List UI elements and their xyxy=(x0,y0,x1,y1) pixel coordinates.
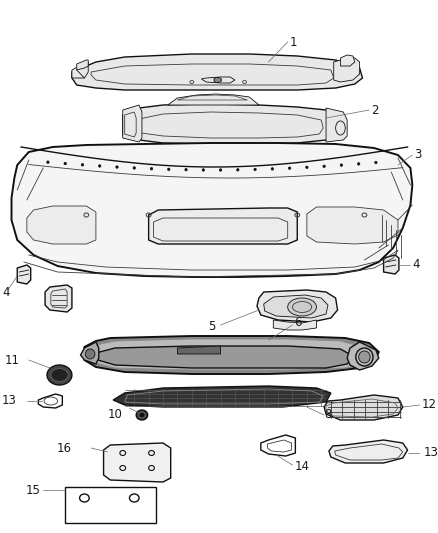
Ellipse shape xyxy=(306,166,308,168)
Polygon shape xyxy=(96,346,353,368)
Bar xyxy=(65,487,156,523)
Ellipse shape xyxy=(136,410,148,420)
Ellipse shape xyxy=(51,368,68,382)
Polygon shape xyxy=(72,62,88,78)
Polygon shape xyxy=(45,285,72,312)
Polygon shape xyxy=(113,386,331,407)
Ellipse shape xyxy=(64,162,67,165)
Ellipse shape xyxy=(150,167,153,170)
Ellipse shape xyxy=(133,167,135,169)
Polygon shape xyxy=(347,342,379,370)
Polygon shape xyxy=(148,208,297,244)
Ellipse shape xyxy=(116,166,118,168)
Polygon shape xyxy=(334,58,360,82)
Polygon shape xyxy=(329,440,407,463)
Text: 10: 10 xyxy=(107,408,122,422)
Polygon shape xyxy=(177,346,221,354)
Ellipse shape xyxy=(202,169,205,171)
Polygon shape xyxy=(273,320,317,330)
Polygon shape xyxy=(81,342,99,364)
Ellipse shape xyxy=(323,165,325,167)
Polygon shape xyxy=(77,60,88,70)
Ellipse shape xyxy=(47,161,49,164)
Ellipse shape xyxy=(219,169,222,171)
Ellipse shape xyxy=(47,365,72,385)
Polygon shape xyxy=(340,55,355,66)
Text: 15: 15 xyxy=(25,483,40,497)
Ellipse shape xyxy=(357,163,360,165)
Text: 8: 8 xyxy=(324,408,332,422)
Polygon shape xyxy=(123,104,343,144)
Polygon shape xyxy=(324,395,403,420)
Polygon shape xyxy=(257,290,338,322)
Polygon shape xyxy=(168,94,259,105)
Text: 4: 4 xyxy=(2,286,10,298)
Polygon shape xyxy=(123,105,142,142)
Ellipse shape xyxy=(168,168,170,171)
Polygon shape xyxy=(86,339,369,370)
Ellipse shape xyxy=(359,351,370,363)
Ellipse shape xyxy=(237,168,239,171)
Text: 2: 2 xyxy=(371,103,378,117)
Ellipse shape xyxy=(271,168,274,170)
Text: 5: 5 xyxy=(208,319,216,333)
Polygon shape xyxy=(326,108,347,142)
Text: 16: 16 xyxy=(57,441,72,455)
Text: 14: 14 xyxy=(294,461,309,473)
Ellipse shape xyxy=(340,164,343,166)
Text: 12: 12 xyxy=(422,399,437,411)
Text: 3: 3 xyxy=(414,149,422,161)
Text: 4: 4 xyxy=(412,259,420,271)
Polygon shape xyxy=(384,255,399,274)
Polygon shape xyxy=(201,77,235,83)
Polygon shape xyxy=(27,206,96,244)
Text: 13: 13 xyxy=(2,394,17,408)
Ellipse shape xyxy=(185,168,187,171)
Ellipse shape xyxy=(85,349,95,359)
Ellipse shape xyxy=(336,121,345,135)
Ellipse shape xyxy=(254,168,256,171)
Text: 13: 13 xyxy=(424,447,438,459)
Text: 11: 11 xyxy=(5,353,20,367)
Polygon shape xyxy=(264,295,328,318)
Ellipse shape xyxy=(81,164,84,166)
Text: 6: 6 xyxy=(294,317,302,329)
Ellipse shape xyxy=(99,165,101,167)
Ellipse shape xyxy=(288,298,317,316)
Polygon shape xyxy=(72,54,363,90)
Polygon shape xyxy=(85,336,379,374)
Polygon shape xyxy=(103,443,171,482)
Ellipse shape xyxy=(138,412,145,418)
Ellipse shape xyxy=(214,77,222,83)
Polygon shape xyxy=(17,265,31,284)
Text: 1: 1 xyxy=(290,36,297,49)
Ellipse shape xyxy=(375,161,377,164)
Polygon shape xyxy=(307,207,398,244)
Ellipse shape xyxy=(288,167,291,169)
Polygon shape xyxy=(11,143,412,277)
